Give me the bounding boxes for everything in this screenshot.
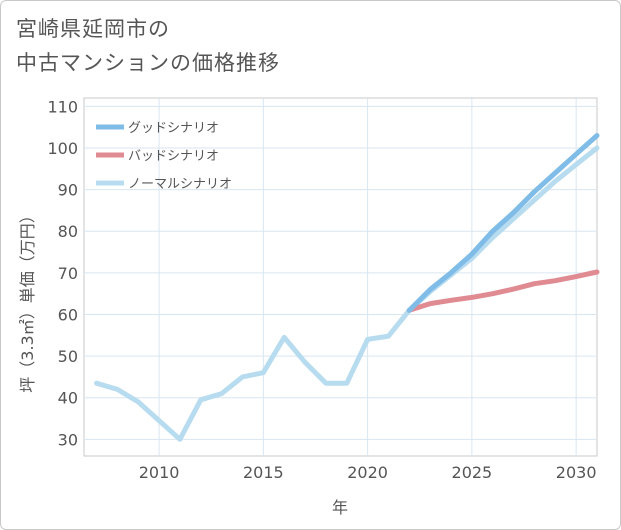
y-tick-label: 110 [47, 97, 78, 116]
series-line-2 [94, 145, 600, 442]
legend-label: ノーマルシナリオ [128, 177, 232, 192]
series-layer [94, 133, 600, 442]
y-tick-label: 90 [58, 181, 78, 200]
chart-title: 宮崎県延岡市の 中古マンションの価格推移 [16, 12, 280, 80]
plot-area [83, 97, 598, 457]
y-tick-label: 40 [58, 389, 78, 408]
x-tick-label: 2030 [556, 463, 597, 482]
x-tick-label: 2010 [139, 463, 180, 482]
y-tick-label: 60 [58, 305, 78, 324]
legend-label: バッドシナリオ [128, 149, 219, 164]
x-tick-label: 2015 [243, 463, 284, 482]
x-axis-title: 年 [332, 498, 348, 517]
y-axis-title: 坪（3.3㎡）単価（万円） [18, 207, 37, 392]
grid [84, 98, 597, 456]
series-line-1 [406, 269, 600, 313]
title-line-2: 中古マンションの価格推移 [16, 51, 280, 75]
y-tick-label: 50 [58, 347, 78, 366]
y-tick-label: 80 [58, 222, 78, 241]
x-tick-label: 2025 [452, 463, 493, 482]
title-line-1: 宮崎県延岡市の [16, 17, 170, 41]
tick-labels: 30 40 50 60 70 80 90 100 110 2010 2015 2020 2025 2030 [47, 97, 596, 482]
series-line-0 [406, 133, 600, 313]
y-tick-label: 70 [58, 264, 78, 283]
x-tick-label: 2020 [347, 463, 388, 482]
legend-label: グッドシナリオ [128, 121, 219, 136]
y-tick-label: 100 [47, 139, 78, 158]
y-tick-label: 30 [58, 430, 78, 449]
